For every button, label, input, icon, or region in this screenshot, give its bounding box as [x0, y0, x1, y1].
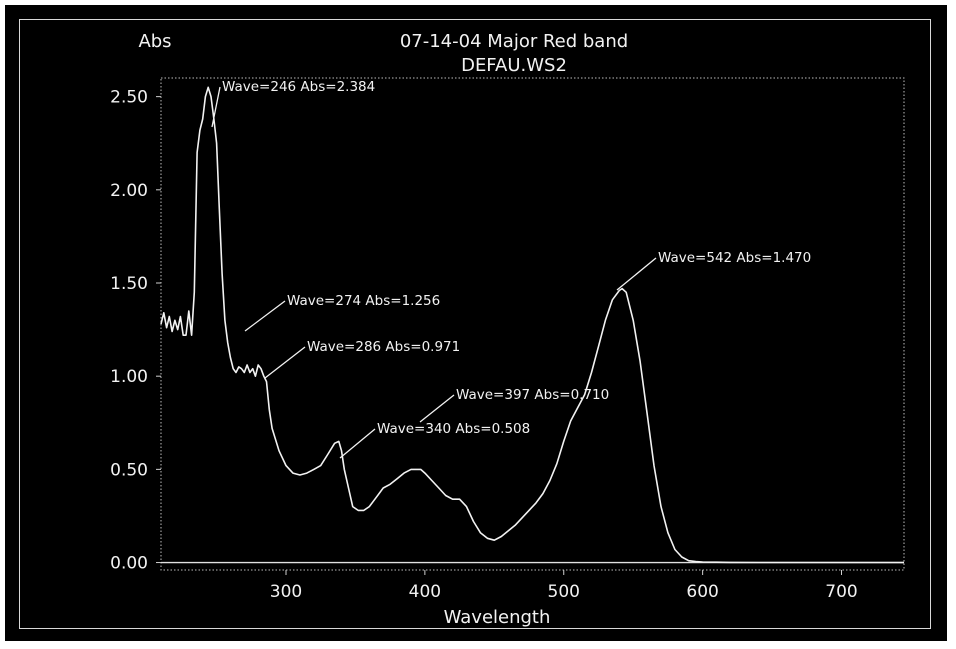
annotation-leader-line: [419, 394, 455, 423]
y-tick-label: 2.50: [110, 88, 148, 108]
peak-annotations: Wave=246 Abs=2.384 Wave=274 Abs=1.256 Wave…: [211, 79, 811, 459]
annotation-leader-line: [339, 428, 376, 459]
y-axis-title: Abs: [138, 31, 171, 52]
y-tick-label: 0.00: [110, 554, 148, 574]
x-tick-label: 300: [270, 582, 302, 602]
x-tick-label: 500: [548, 582, 580, 602]
annotation-label: Wave=340 Abs=0.508: [377, 421, 530, 437]
y-tick-label: 0.50: [110, 460, 148, 480]
annotation-leader-line: [211, 86, 221, 128]
annotation-leader-line: [264, 346, 306, 379]
x-tick-label: 600: [686, 582, 718, 602]
y-tick-label: 1.50: [110, 274, 148, 294]
x-tick-label: 400: [409, 582, 441, 602]
chart-title: 07-14-04 Major Red band: [400, 31, 628, 52]
y-tick-label: 1.00: [110, 367, 148, 387]
annotation-leader-line: [616, 257, 657, 291]
x-axis-title: Wavelength: [444, 607, 551, 628]
annotation-label: Wave=246 Abs=2.384: [222, 79, 375, 95]
annotation-leader-line: [244, 300, 286, 332]
y-tick-label: 2.00: [110, 181, 148, 201]
spectrum-line: [160, 86, 904, 564]
annotation-label: Wave=286 Abs=0.971: [307, 339, 460, 355]
chart-border: [19, 19, 931, 629]
annotation-label: Wave=542 Abs=1.470: [658, 250, 811, 266]
y-axis-ticks: 0.00 0.50 1.00 1.50 2.00 2.50: [110, 88, 161, 574]
annotation-label: Wave=397 Abs=0.710: [456, 387, 609, 403]
annotation-label: Wave=274 Abs=1.256: [287, 293, 440, 309]
x-axis-ticks: 300 400 500 600 700: [270, 570, 858, 602]
chart-subtitle: DEFAU.WS2: [461, 55, 567, 76]
x-tick-label: 700: [825, 582, 857, 602]
plot-area-border: [160, 77, 905, 571]
